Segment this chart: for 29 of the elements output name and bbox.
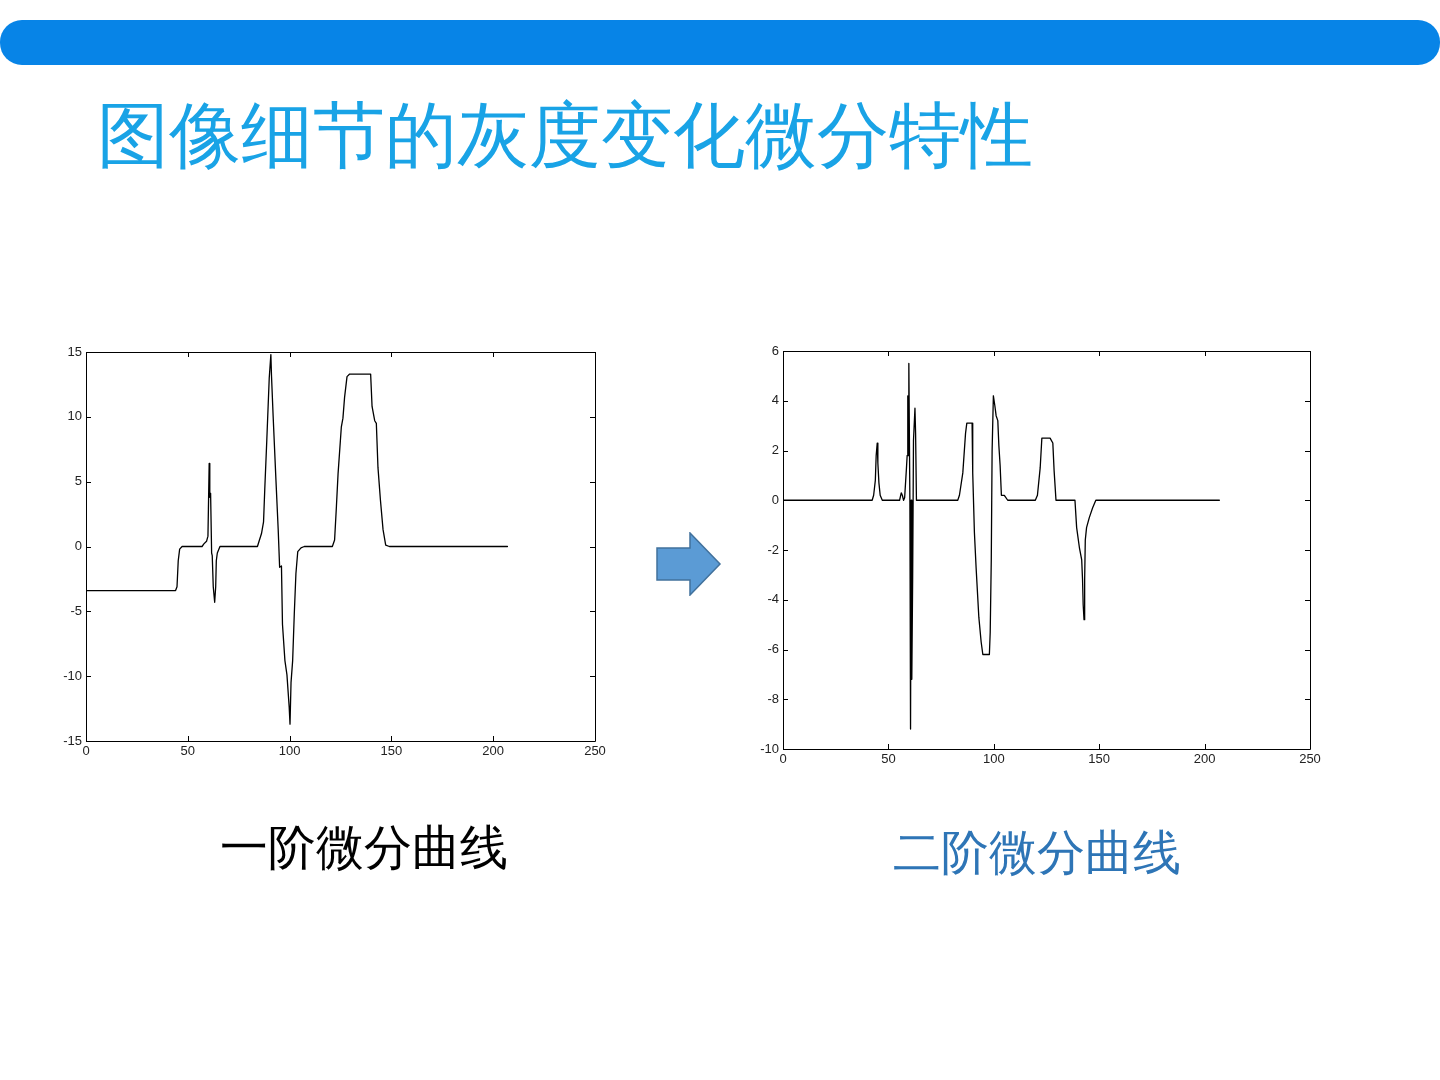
y-tick-label: -10 — [63, 667, 82, 683]
y-tick-label: 0 — [74, 538, 82, 554]
y-tick-label: -15 — [63, 732, 82, 748]
y-tick-label: -5 — [70, 602, 82, 618]
text: 二阶微分曲线 — [893, 825, 1181, 881]
y-tick-label: 0 — [771, 491, 779, 507]
y-tick-label: -2 — [767, 541, 779, 557]
x-tick-label: 200 — [1193, 751, 1216, 767]
x-tick-label: 200 — [482, 743, 505, 759]
x-tick-label: 100 — [278, 743, 301, 759]
y-tick-label: -4 — [767, 591, 779, 607]
y-tick-label: 2 — [771, 442, 779, 458]
y-tick-label: -6 — [767, 641, 779, 657]
x-tick-label: 150 — [1088, 751, 1111, 767]
x-tick-label: 250 — [1299, 751, 1321, 767]
y-tick-label: 15 — [67, 343, 82, 359]
chart-title: 图像细节的灰度变化微分特性 — [97, 92, 1033, 179]
y-tick-label: 6 — [771, 342, 779, 358]
x-tick-label: 50 — [180, 743, 196, 759]
y-tick-label: -10 — [760, 740, 779, 756]
x-tick-label: 150 — [380, 743, 403, 759]
y-tick-label: 10 — [67, 408, 82, 424]
x-tick-label: 50 — [881, 751, 896, 767]
y-tick-label: 4 — [771, 392, 779, 408]
x-tick-label: 100 — [982, 751, 1005, 767]
y-tick-label: 5 — [74, 473, 82, 489]
y-tick-label: -8 — [767, 690, 779, 706]
x-tick-label: 250 — [584, 743, 606, 759]
text: 一阶微分曲线 — [220, 820, 508, 876]
